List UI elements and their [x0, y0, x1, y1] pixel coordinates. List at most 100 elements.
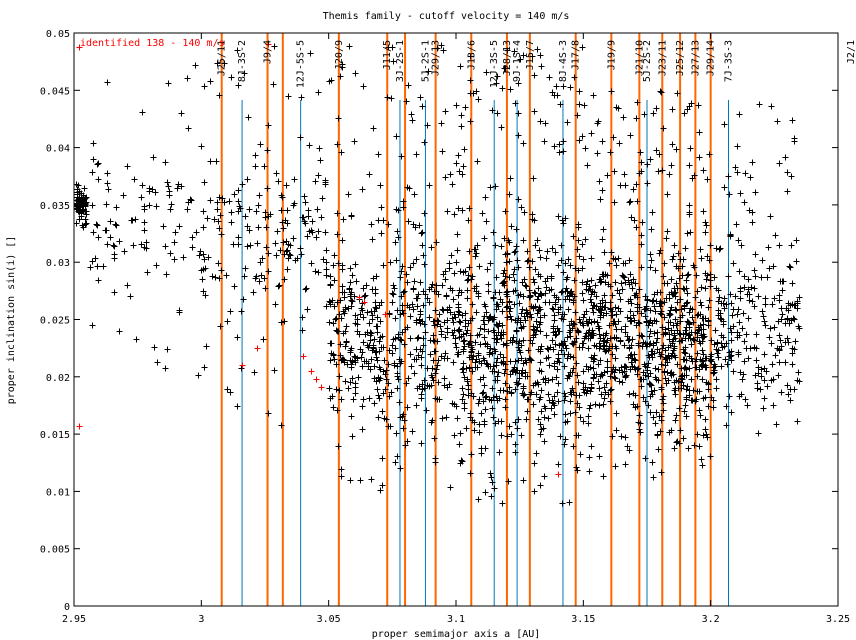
member-point: [352, 359, 359, 366]
member-point: [571, 277, 578, 284]
member-point: [737, 285, 744, 292]
member-point: [585, 413, 592, 420]
member-point: [360, 83, 367, 90]
member-point: [318, 214, 325, 221]
member-point: [515, 344, 522, 351]
member-point: [633, 224, 640, 231]
member-point: [504, 388, 511, 395]
member-point: [794, 418, 801, 425]
member-point: [716, 294, 723, 301]
member-point: [666, 355, 673, 362]
member-point: [606, 343, 613, 350]
member-point: [389, 350, 396, 357]
member-point: [111, 289, 118, 296]
member-point: [228, 209, 235, 216]
member-point: [587, 388, 594, 395]
member-point: [782, 154, 789, 161]
member-point: [274, 228, 281, 235]
member-point: [690, 319, 697, 326]
member-point: [628, 214, 635, 221]
member-point: [611, 374, 618, 381]
member-point: [113, 204, 120, 211]
member-point: [639, 333, 646, 340]
member-point: [538, 63, 545, 70]
member-point: [531, 289, 538, 296]
member-point: [755, 430, 762, 437]
y-axis-label: proper inclination sin(i) []: [6, 236, 17, 405]
member-point: [622, 434, 629, 441]
member-point: [703, 431, 710, 438]
member-point: [322, 179, 329, 186]
member-point: [630, 186, 637, 193]
member-point: [501, 370, 508, 377]
member-point: [508, 223, 515, 230]
member-point: [451, 432, 458, 439]
member-point: [435, 291, 442, 298]
member-point: [504, 314, 511, 321]
member-point: [660, 407, 667, 414]
member-point: [502, 380, 509, 387]
member-point: [431, 322, 438, 329]
member-point: [281, 276, 288, 283]
member-point: [694, 431, 701, 438]
member-point: [389, 342, 396, 349]
member-point: [645, 322, 652, 329]
member-point: [515, 264, 522, 271]
member-point: [752, 251, 759, 258]
member-point: [537, 52, 544, 59]
member-point: [658, 384, 665, 391]
member-point: [672, 335, 679, 342]
member-point: [275, 283, 282, 290]
member-point: [231, 191, 238, 198]
member-point: [660, 125, 667, 132]
member-point: [531, 108, 538, 115]
member-point: [621, 368, 628, 375]
member-point: [657, 289, 664, 296]
member-point: [479, 390, 486, 397]
member-point: [462, 323, 469, 330]
member-point: [672, 306, 679, 313]
member-point: [430, 337, 437, 344]
member-point: [745, 315, 752, 322]
member-point: [477, 341, 484, 348]
member-point: [184, 75, 191, 82]
member-point: [682, 350, 689, 357]
member-point: [393, 257, 400, 264]
member-point: [515, 110, 522, 117]
member-point: [570, 299, 577, 306]
member-point: [467, 118, 474, 125]
member-point: [766, 265, 773, 272]
member-point: [564, 119, 571, 126]
member-point: [626, 344, 633, 351]
member-point: [571, 338, 578, 345]
member-point: [219, 195, 226, 202]
member-point: [613, 262, 620, 269]
member-point: [178, 110, 185, 117]
member-point: [373, 354, 380, 361]
member-point: [378, 204, 385, 211]
member-point: [776, 242, 783, 249]
member-point: [306, 228, 313, 235]
member-point: [560, 138, 567, 145]
member-point: [83, 211, 90, 218]
x-tick-label: 3.1: [447, 614, 465, 625]
member-point: [146, 202, 153, 209]
member-point: [397, 465, 404, 472]
member-point: [526, 287, 533, 294]
member-point: [438, 120, 445, 127]
member-point: [82, 216, 89, 223]
member-point: [696, 338, 703, 345]
member-point: [451, 270, 458, 277]
member-point: [596, 453, 603, 460]
member-point: [626, 391, 633, 398]
member-point: [465, 386, 472, 393]
member-point: [459, 207, 466, 214]
member-point: [655, 168, 662, 175]
member-point: [454, 247, 461, 254]
identified-point: [254, 345, 261, 352]
member-point: [413, 402, 420, 409]
member-point: [633, 322, 640, 329]
member-point: [393, 133, 400, 140]
member-point: [552, 341, 559, 348]
member-point: [653, 147, 660, 154]
